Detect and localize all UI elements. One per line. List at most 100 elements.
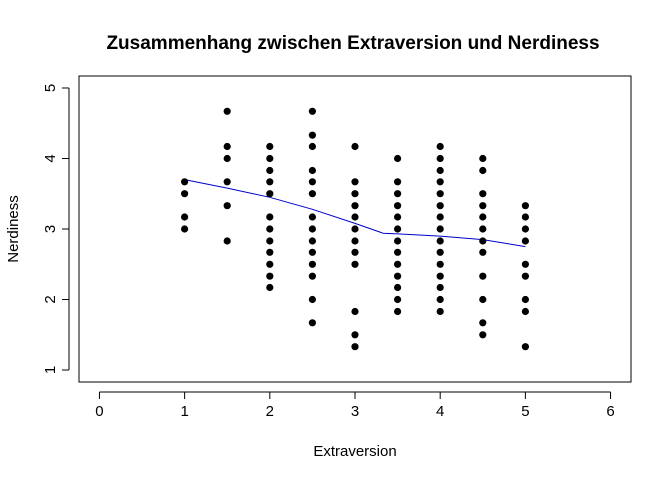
- data-point: [266, 283, 274, 292]
- data-point: [266, 178, 274, 186]
- data-point: [266, 190, 274, 198]
- data-point: [308, 295, 316, 304]
- data-point: [351, 307, 359, 316]
- data-point: [521, 213, 530, 221]
- data-point: [479, 295, 487, 304]
- x-tick-label: 5: [521, 403, 529, 420]
- data-point: [266, 248, 274, 256]
- data-point: [308, 142, 316, 151]
- data-point: [308, 107, 316, 115]
- data-point: [266, 225, 274, 233]
- data-point: [436, 307, 444, 316]
- data-point: [394, 237, 402, 245]
- x-tick-label: 3: [351, 403, 359, 420]
- data-point: [436, 272, 444, 280]
- data-point: [394, 295, 402, 304]
- data-point: [351, 142, 359, 151]
- data-point: [351, 178, 359, 186]
- data-point: [308, 319, 316, 327]
- data-point: [308, 260, 316, 268]
- data-point: [181, 225, 189, 233]
- data-point: [266, 260, 274, 268]
- x-axis: 0 1 2 3 4 5 6: [95, 391, 615, 420]
- x-axis-label: Extraversion: [313, 443, 396, 460]
- data-point: [521, 202, 530, 210]
- data-point: [223, 237, 231, 245]
- data-point: [223, 142, 231, 151]
- data-point: [181, 213, 189, 221]
- data-point: [521, 295, 530, 304]
- data-point: [521, 272, 530, 280]
- data-point: [394, 190, 402, 198]
- smooth-line-layer: [184, 179, 526, 248]
- data-point: [521, 260, 530, 268]
- data-point: [351, 260, 359, 268]
- data-point: [394, 202, 402, 210]
- data-point: [351, 248, 359, 256]
- data-point: [436, 237, 444, 245]
- x-tick-label: 6: [606, 403, 614, 420]
- data-point: [351, 237, 359, 245]
- data-point: [479, 237, 487, 245]
- x-tick-label: 1: [180, 403, 188, 420]
- y-tick-label: 5: [42, 84, 59, 92]
- data-point: [479, 331, 487, 339]
- data-point: [521, 237, 530, 245]
- data-point: [394, 225, 402, 233]
- y-tick-label: 1: [42, 366, 59, 374]
- data-point: [308, 166, 316, 175]
- data-point: [394, 213, 402, 221]
- data-point: [266, 237, 274, 245]
- data-point: [308, 213, 316, 221]
- data-point: [436, 178, 444, 186]
- data-point: [394, 260, 402, 268]
- data-point: [223, 107, 231, 115]
- y-tick-label: 4: [42, 154, 59, 162]
- data-point: [394, 272, 402, 280]
- data-point: [394, 178, 402, 186]
- data-point: [266, 272, 274, 280]
- x-tick-label: 4: [436, 403, 444, 420]
- data-point: [308, 190, 316, 198]
- data-point: [351, 213, 359, 221]
- x-tick-label: 2: [266, 403, 274, 420]
- data-point: [436, 166, 444, 175]
- data-point: [223, 178, 231, 186]
- data-point: [436, 248, 444, 256]
- y-tick-label: 2: [42, 295, 59, 303]
- chart-title: Zusammenhang zwischen Extraversion und N…: [106, 33, 599, 54]
- data-point: [436, 213, 444, 221]
- x-tick-label: 0: [95, 403, 103, 420]
- data-point: [308, 237, 316, 245]
- data-point: [521, 343, 530, 351]
- data-point: [479, 272, 487, 280]
- data-point: [223, 154, 231, 163]
- data-point: [521, 225, 530, 233]
- data-point: [394, 307, 402, 316]
- data-point: [266, 142, 274, 151]
- data-point: [181, 190, 189, 198]
- data-point: [479, 248, 487, 256]
- points-layer: [181, 107, 530, 351]
- data-point: [436, 283, 444, 292]
- data-point: [308, 225, 316, 233]
- data-point: [394, 283, 402, 292]
- data-point: [351, 190, 359, 198]
- y-axis-label: Nerdiness: [5, 195, 22, 263]
- data-point: [351, 343, 359, 351]
- data-point: [479, 202, 487, 210]
- data-point: [436, 142, 444, 151]
- data-point: [351, 202, 359, 210]
- data-point: [479, 190, 487, 198]
- plot-frame: [78, 75, 632, 383]
- data-point: [394, 154, 402, 163]
- data-point: [351, 225, 359, 233]
- data-point: [266, 213, 274, 221]
- data-point: [223, 202, 231, 210]
- data-point: [479, 166, 487, 175]
- data-point: [479, 319, 487, 327]
- data-point: [436, 190, 444, 198]
- data-point: [436, 260, 444, 268]
- data-point: [479, 213, 487, 221]
